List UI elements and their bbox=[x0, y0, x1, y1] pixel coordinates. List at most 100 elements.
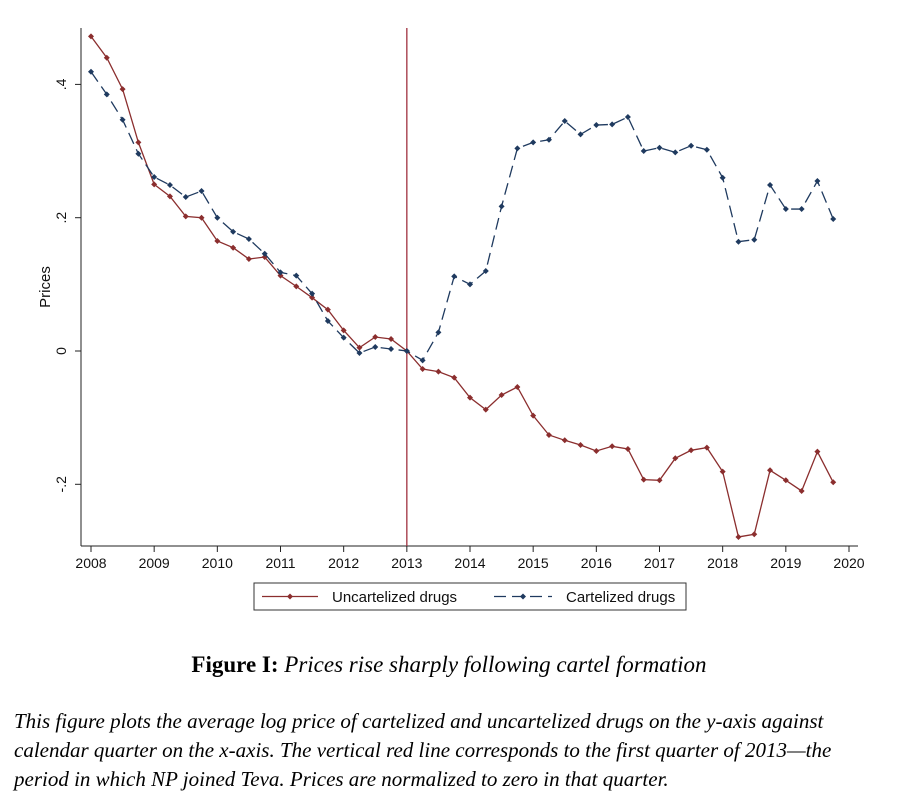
data-point bbox=[703, 146, 710, 153]
data-point bbox=[830, 479, 837, 486]
data-point bbox=[277, 272, 284, 279]
data-point bbox=[719, 174, 726, 181]
data-point bbox=[782, 477, 789, 484]
x-tick-label: 2008 bbox=[75, 555, 106, 571]
data-point bbox=[609, 443, 616, 450]
data-point bbox=[198, 214, 205, 221]
data-point bbox=[151, 181, 158, 188]
x-tick-label: 2009 bbox=[139, 555, 170, 571]
x-axis-ticks: 2008 2009 2010 2011 2012 2013 2014 2015 2016 2017… bbox=[75, 546, 865, 571]
data-point bbox=[830, 216, 837, 223]
data-point bbox=[340, 334, 347, 341]
data-point bbox=[293, 283, 300, 290]
data-point bbox=[498, 203, 505, 210]
data-point bbox=[467, 281, 473, 288]
data-point bbox=[609, 121, 616, 128]
data-point bbox=[182, 213, 189, 220]
legend: Uncartelized drugs Cartelized drugs bbox=[253, 582, 687, 611]
data-point bbox=[672, 455, 679, 462]
data-point bbox=[561, 118, 568, 125]
data-point bbox=[640, 148, 647, 155]
y-tick-label: -.2 bbox=[53, 476, 69, 493]
data-point bbox=[640, 476, 647, 483]
data-point bbox=[688, 142, 695, 149]
data-point bbox=[451, 374, 458, 381]
data-point bbox=[324, 306, 331, 313]
data-point bbox=[782, 206, 789, 213]
x-tick-label: 2012 bbox=[328, 555, 359, 571]
data-point bbox=[419, 365, 426, 372]
data-point bbox=[482, 406, 489, 413]
data-point bbox=[135, 139, 142, 146]
data-point bbox=[119, 116, 126, 123]
data-point bbox=[530, 139, 537, 146]
data-point bbox=[230, 244, 237, 251]
data-point bbox=[214, 238, 221, 245]
data-point bbox=[309, 294, 316, 301]
figure-caption-title: Figure I: Prices rise sharply following … bbox=[0, 652, 898, 678]
data-point bbox=[103, 54, 110, 61]
data-point bbox=[356, 349, 363, 356]
data-point bbox=[388, 346, 395, 353]
data-point bbox=[372, 344, 379, 351]
data-point bbox=[340, 327, 347, 334]
data-point bbox=[767, 467, 774, 474]
data-point bbox=[119, 86, 126, 93]
data-point bbox=[814, 448, 821, 455]
data-point bbox=[545, 431, 552, 438]
data-point bbox=[261, 250, 268, 257]
data-point bbox=[451, 273, 458, 280]
data-point bbox=[814, 178, 821, 185]
data-point bbox=[656, 477, 663, 484]
x-tick-label: 2020 bbox=[833, 555, 864, 571]
data-point bbox=[577, 131, 584, 138]
legend-swatch-marker bbox=[520, 593, 526, 600]
x-tick-label: 2019 bbox=[770, 555, 801, 571]
data-point bbox=[166, 193, 173, 200]
data-point bbox=[419, 357, 426, 364]
data-point bbox=[182, 194, 189, 201]
data-point bbox=[103, 91, 110, 98]
x-tick-label: 2014 bbox=[454, 555, 485, 571]
data-point bbox=[388, 336, 395, 343]
series-uncartelized bbox=[88, 33, 837, 540]
data-point bbox=[624, 114, 631, 121]
data-point bbox=[88, 33, 94, 40]
data-point bbox=[577, 441, 584, 448]
series-line bbox=[90, 36, 834, 538]
data-point bbox=[277, 269, 284, 276]
data-point bbox=[735, 533, 742, 540]
data-point bbox=[498, 391, 505, 398]
data-point bbox=[135, 150, 142, 157]
series-layer bbox=[88, 33, 837, 540]
data-point bbox=[514, 383, 521, 390]
data-point bbox=[514, 145, 521, 152]
data-point bbox=[403, 348, 410, 354]
y-tick-label: .2 bbox=[53, 212, 69, 224]
data-point bbox=[703, 444, 710, 451]
axes bbox=[80, 28, 858, 547]
data-point bbox=[751, 531, 758, 538]
data-point bbox=[624, 445, 631, 452]
data-point bbox=[545, 136, 552, 143]
data-point bbox=[245, 236, 252, 243]
price-chart: 2008 2009 2010 2011 2012 2013 2014 2015 2016 2017… bbox=[37, 28, 865, 611]
data-point bbox=[798, 487, 805, 494]
figure-label: Figure I: bbox=[191, 652, 279, 677]
data-point bbox=[467, 394, 473, 401]
y-axis-title: Prices bbox=[37, 266, 54, 308]
data-point bbox=[593, 447, 600, 454]
x-tick-label: 2013 bbox=[391, 555, 422, 571]
data-point bbox=[324, 318, 331, 325]
data-point bbox=[672, 149, 679, 156]
data-point bbox=[751, 236, 758, 243]
x-tick-label: 2016 bbox=[581, 555, 612, 571]
data-point bbox=[593, 122, 600, 129]
x-tick-label: 2011 bbox=[265, 555, 295, 571]
data-point bbox=[561, 437, 568, 444]
data-point bbox=[482, 268, 489, 275]
data-point bbox=[166, 182, 173, 189]
data-point bbox=[198, 188, 205, 195]
data-point bbox=[735, 238, 742, 245]
series-cartelized bbox=[88, 68, 837, 364]
